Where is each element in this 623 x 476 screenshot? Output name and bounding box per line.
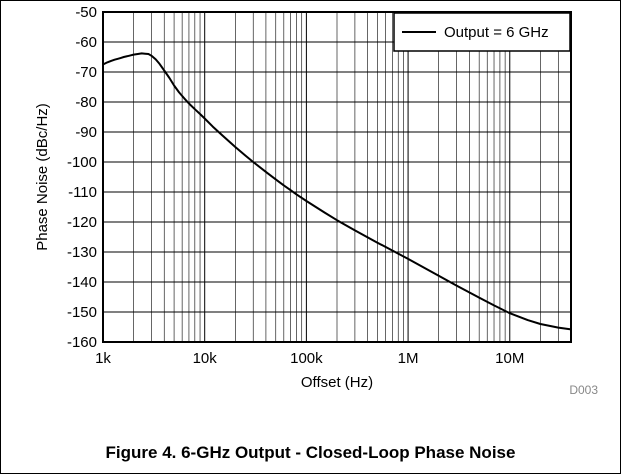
y-axis-label: Phase Noise (dBc/Hz) [34,103,51,251]
y-tick-label: -130 [67,244,97,261]
y-tick-label: -100 [67,154,97,171]
y-tick-label: -50 [75,4,97,21]
tick-label-layer: -50 -60 -70 -80 -90 -100 -110 -120 -130 -140 -150 -… [67,4,524,367]
x-axis-label: Offset (Hz) [301,374,373,391]
x-tick-label: 10M [495,350,524,367]
legend: Output = 6 GHz [393,12,571,52]
plot-area-border [102,11,572,343]
x-tick-label: 1M [398,350,419,367]
y-tick-label: -80 [75,94,97,111]
y-tick-label: -120 [67,214,97,231]
x-tick-label: 100k [290,350,323,367]
legend-entry-label: Output = 6 GHz [444,24,549,41]
y-tick-label: -60 [75,34,97,51]
y-tick-label: -140 [67,274,97,291]
figure-id-label: D003 [569,383,598,397]
y-tick-label: -110 [68,184,97,201]
y-tick-label: -90 [75,124,97,141]
series-line-0 [102,52,572,331]
x-tick-label: 10k [193,350,218,367]
y-tick-label: -160 [67,334,97,351]
figure-caption: Figure 4. 6-GHz Output - Closed-Loop Pha… [105,443,516,462]
y-tick-label: -150 [67,304,97,321]
grid-layer [102,11,572,343]
series-layer [102,52,572,331]
y-tick-label: -70 [75,64,97,81]
x-tick-label: 1k [95,350,111,367]
